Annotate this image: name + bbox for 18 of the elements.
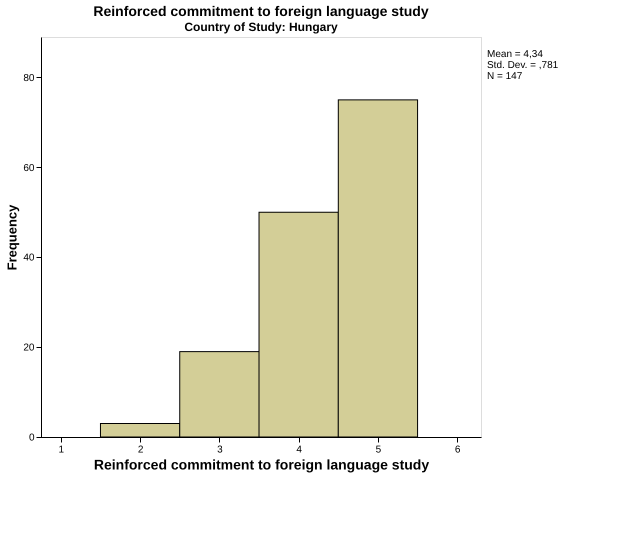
text: Mean = 4,34 [487, 49, 544, 60]
y-axis-title: Frequency [4, 204, 20, 270]
chart-title: Reinforced commitment to foreign language study [93, 3, 429, 19]
x-axis-title: Reinforced commitment to foreign language study [94, 456, 430, 472]
y-tick-label: 60 [23, 162, 35, 174]
y-tick-label: 0 [28, 432, 35, 444]
y-tick-label: 80 [23, 72, 35, 84]
x-tick-label: 1 [58, 444, 65, 456]
text: Std. Dev. = ,781 [487, 60, 559, 71]
x-tick-label: 4 [296, 444, 302, 456]
y-tick-label: 20 [23, 342, 35, 354]
x-tick-label: 6 [454, 444, 461, 456]
y-tick-label: 40 [23, 252, 35, 264]
x-tick-label: 5 [376, 444, 382, 456]
x-tick-label: 3 [217, 444, 224, 456]
text: N = 147 [487, 71, 523, 82]
chart-subtitle: Country of Study: Hungary [184, 20, 338, 34]
x-tick-label: 2 [138, 444, 144, 456]
